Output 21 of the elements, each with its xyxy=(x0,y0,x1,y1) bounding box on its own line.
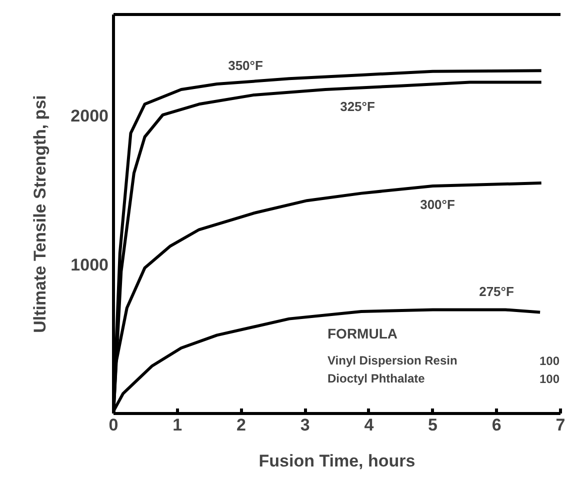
annotation: 100 xyxy=(539,354,560,368)
annotation: Vinyl Dispersion Resin xyxy=(328,354,458,368)
y-axis-title: Ultimate Tensile Strength, psi xyxy=(30,95,50,333)
annotation: 325°F xyxy=(340,99,375,114)
x-tick-label: 4 xyxy=(364,416,374,434)
annotation: 300°F xyxy=(420,197,455,212)
annotation: 350°F xyxy=(228,58,263,73)
x-tick-label: 1 xyxy=(172,416,182,434)
x-tick-label: 2 xyxy=(236,416,246,434)
x-tick-label: 6 xyxy=(492,416,502,434)
annotation: 275°F xyxy=(479,284,514,299)
y-tick-label: 2000 xyxy=(70,106,109,126)
x-tick-label: 3 xyxy=(300,416,310,434)
annotation: Dioctyl Phthalate xyxy=(328,372,426,386)
y-tick-label: 1000 xyxy=(70,256,109,275)
x-tick-label: 0 xyxy=(108,416,118,434)
x-axis-title: Fusion Time, hours xyxy=(258,452,416,470)
annotation: 100 xyxy=(539,372,560,386)
x-tick-label: 5 xyxy=(428,416,438,434)
annotation: FORMULA xyxy=(328,326,398,342)
x-tick-label: 7 xyxy=(556,416,566,434)
